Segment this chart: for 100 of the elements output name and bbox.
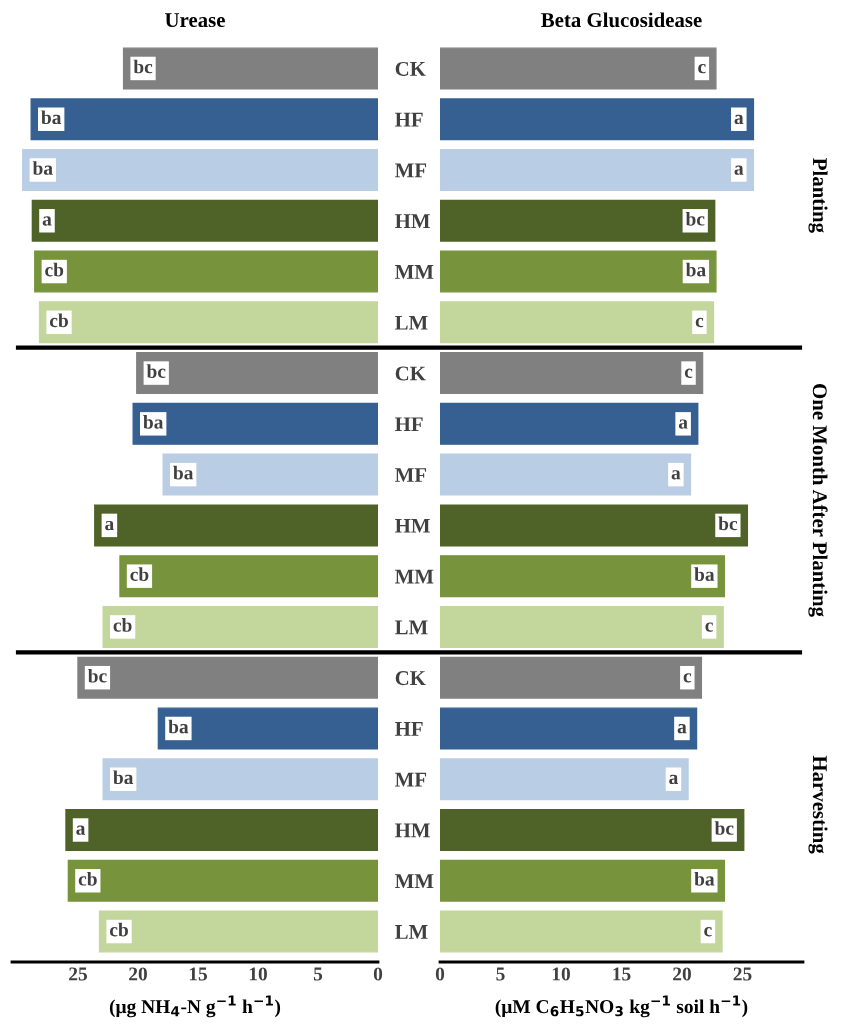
bar: [136, 352, 378, 395]
y-tick-label: MF: [395, 468, 427, 482]
bar: [67, 859, 378, 902]
x-tick-label: 10: [249, 967, 267, 981]
bar: [440, 504, 749, 547]
y-tick-label: MF: [395, 163, 427, 178]
y-tick-label: HF: [395, 722, 423, 736]
bar: [440, 707, 698, 750]
y-tick-label: HF: [395, 112, 423, 127]
bar: [440, 47, 717, 90]
data-label: bc: [146, 364, 166, 378]
x-axis-title: (μg NH$_{4}$-N g$^{−1}$ h$^{−1}$): [109, 995, 281, 1018]
data-label: ba: [685, 262, 706, 277]
x-tick-label: 5: [496, 967, 505, 981]
data-label: ba: [113, 770, 134, 785]
y-tick-label: LM: [395, 315, 428, 330]
y-tick-label: MM: [395, 265, 434, 279]
bar: [102, 758, 378, 801]
y-tick-label: HF: [395, 417, 423, 432]
data-label: ba: [168, 719, 189, 734]
data-label: c: [683, 673, 692, 683]
data-label: bc: [718, 516, 738, 531]
x-tick-label: 20: [129, 967, 147, 981]
y-tick-label: MF: [395, 772, 427, 787]
bar: [440, 808, 745, 852]
bar: [157, 707, 378, 750]
bar: [122, 47, 378, 90]
data-label: a: [105, 520, 114, 531]
data-label: c: [684, 368, 693, 378]
x-tick-label: 20: [673, 967, 691, 981]
data-label: cb: [45, 262, 64, 277]
y-tick-label: MM: [395, 874, 434, 888]
data-label: a: [734, 165, 744, 175]
bar: [440, 555, 726, 598]
y-tick-label: HM: [395, 214, 430, 228]
data-label: a: [671, 470, 681, 480]
x-tick-label: 25: [733, 967, 752, 981]
text: One Month After Planting: [808, 384, 828, 617]
y-tick-label: CK: [395, 366, 426, 381]
bar: [440, 98, 755, 141]
y-tick-label: MM: [395, 569, 434, 584]
x-tick-label: 25: [69, 967, 88, 981]
bar: [440, 859, 726, 902]
data-label: cb: [49, 313, 68, 328]
data-label: ba: [173, 465, 194, 480]
bar: [31, 199, 378, 242]
y-tick-label: HM: [395, 823, 430, 838]
bar: [30, 98, 378, 141]
chart-title: Urease: [165, 13, 225, 28]
bar: [65, 808, 378, 852]
data-label: bc: [714, 821, 734, 835]
text: Planting: [808, 158, 828, 233]
data-label: cb: [130, 567, 149, 582]
data-label: a: [734, 114, 744, 125]
data-label: ba: [694, 871, 715, 886]
bar: [94, 504, 378, 547]
bar: [162, 453, 378, 496]
data-label: a: [669, 774, 679, 785]
y-tick-label: CK: [395, 61, 426, 76]
data-label: c: [698, 63, 706, 74]
bar: [119, 555, 378, 598]
data-label: a: [677, 724, 687, 734]
bar: [440, 199, 716, 242]
data-label: ba: [143, 415, 164, 429]
data-label: ba: [41, 110, 62, 125]
y-tick-label: HM: [395, 518, 430, 533]
bar: [98, 910, 378, 953]
data-label: c: [704, 927, 712, 937]
data-label: a: [42, 216, 52, 226]
bar: [440, 148, 755, 192]
data-label: cb: [113, 618, 132, 632]
data-label: bc: [685, 211, 705, 226]
x-tick-label: 5: [313, 967, 323, 981]
data-label: cb: [109, 922, 128, 937]
y-tick-label: LM: [395, 925, 428, 939]
bar: [440, 453, 692, 496]
chart-title: Beta Glucosidease: [541, 12, 702, 28]
data-label: bc: [133, 59, 153, 74]
x-tick-label: 10: [552, 967, 570, 981]
bar: [132, 402, 378, 445]
data-label: ba: [32, 161, 53, 175]
data-label: c: [695, 317, 704, 328]
text: Harvesting: [808, 755, 828, 854]
data-label: a: [76, 825, 86, 835]
x-tick-label: 0: [435, 967, 445, 981]
data-label: cb: [78, 871, 97, 886]
y-tick-label: LM: [395, 620, 428, 635]
data-label: c: [705, 622, 713, 632]
bar: [34, 250, 378, 293]
x-tick-label: 15: [189, 967, 208, 981]
bar: [440, 758, 689, 801]
bar: [22, 148, 378, 192]
data-label: a: [678, 419, 688, 429]
data-label: bc: [87, 668, 107, 683]
bar: [440, 910, 723, 953]
text: (μM C$_{6}$H$_{5}$NO$_{3}$ kg$^{−1}$ soil h$^{−1}$): [495, 995, 748, 1018]
x-tick-label: 15: [613, 967, 631, 981]
data-label: ba: [694, 567, 715, 582]
y-tick-label: CK: [395, 671, 426, 686]
bar: [440, 250, 717, 293]
